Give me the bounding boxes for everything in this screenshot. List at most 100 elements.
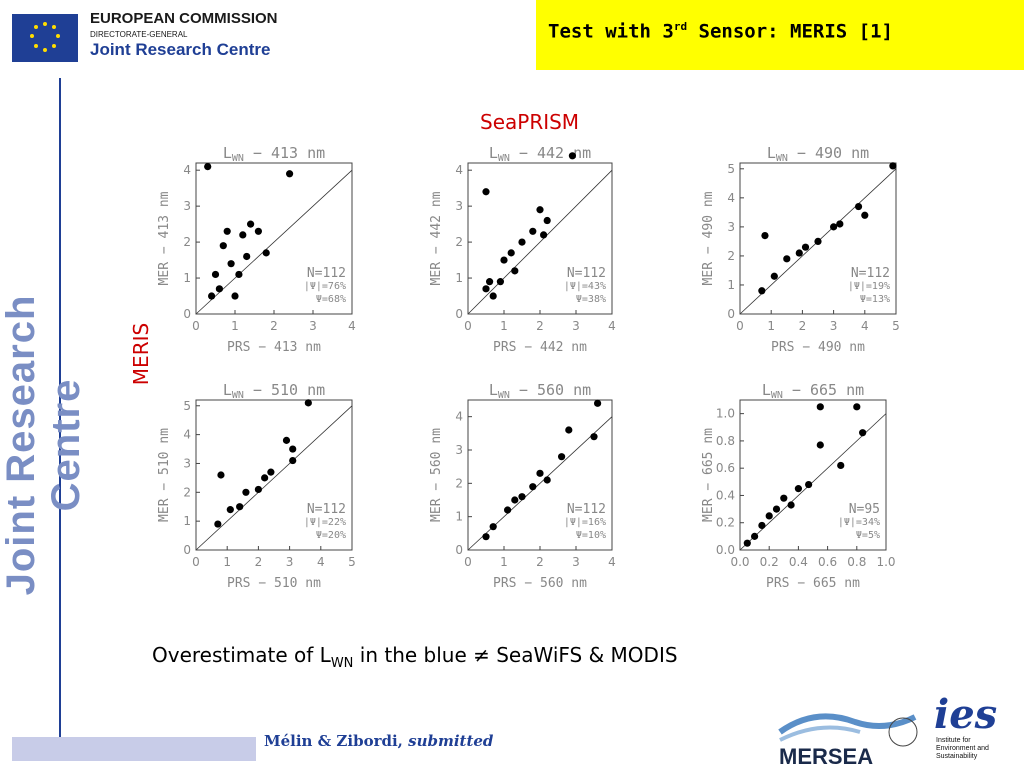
x-tick-label: 3	[572, 319, 580, 333]
stats-line: Ψ=38%	[576, 294, 606, 305]
column-label: SeaPRISM	[480, 110, 580, 134]
data-point	[765, 512, 773, 520]
ies-caption-3: Sustainability	[936, 753, 978, 760]
data-point	[758, 521, 766, 530]
plot-title: LWN − 560 nm	[489, 381, 591, 401]
data-point	[227, 260, 235, 268]
data-point	[794, 485, 803, 493]
y-tick-label: 4	[727, 191, 735, 205]
data-point	[504, 506, 512, 514]
y-tick-label: 0	[455, 307, 463, 321]
ies-caption-2: Environment and	[936, 745, 989, 752]
stats-line: Ψ=20%	[316, 530, 346, 541]
y-tick-label: 2	[455, 235, 463, 249]
y-tick-label: 4	[455, 163, 463, 177]
stats-line: |Ψ|=16%	[564, 517, 606, 528]
data-point	[780, 494, 788, 502]
data-point	[500, 256, 508, 264]
plot-frame	[195, 399, 353, 551]
y-tick-label: 2	[183, 235, 191, 249]
data-point	[482, 285, 490, 293]
plot-title: LWN − 413 nm	[223, 144, 325, 164]
data-point	[853, 403, 861, 411]
data-point	[208, 292, 216, 300]
x-tick-label: 1	[500, 555, 508, 569]
x-tick-label: 0	[192, 319, 200, 333]
data-point	[261, 474, 269, 482]
one-to-one-line	[195, 405, 353, 551]
y-tick-label: 1	[727, 278, 735, 292]
mersea-text: MERSEA	[779, 744, 873, 768]
x-tick-label: 1	[231, 319, 239, 333]
data-point	[254, 227, 262, 235]
data-point	[254, 485, 262, 494]
stats-line: Ψ=10%	[576, 530, 606, 541]
y-tick-label: 0.0	[716, 543, 735, 557]
x-axis-label: PRS − 490 nm	[771, 340, 865, 355]
x-tick-label: 0	[464, 319, 472, 333]
data-point	[751, 532, 759, 540]
data-point	[594, 399, 602, 407]
data-point	[489, 523, 497, 531]
plot-frame	[739, 162, 897, 315]
y-tick-label: 1	[183, 271, 191, 285]
x-tick-label: 2	[255, 555, 263, 569]
x-tick-label: 0	[464, 555, 472, 569]
x-tick-label: 0.4	[789, 555, 808, 569]
ies-logo: ies Institute for Environment and Sustai…	[934, 691, 997, 760]
data-point	[482, 188, 490, 196]
x-tick-label: 1.0	[876, 555, 895, 569]
data-point	[565, 426, 573, 434]
data-point	[543, 476, 551, 484]
y-axis-label: MER − 510 nm	[157, 428, 172, 522]
data-point	[854, 202, 863, 211]
y-tick-label: 1	[455, 271, 463, 285]
data-point	[482, 533, 490, 541]
data-point	[859, 429, 867, 437]
x-tick-label: 4	[608, 319, 616, 333]
stats-line: N=112	[567, 266, 606, 281]
data-point	[772, 505, 781, 513]
x-tick-label: 3	[572, 555, 580, 569]
x-tick-label: 4	[861, 319, 869, 333]
x-axis-label: PRS − 442 nm	[493, 340, 587, 355]
x-axis-label: PRS − 510 nm	[227, 576, 321, 591]
stats-line: N=112	[567, 502, 606, 517]
y-tick-label: 3	[727, 220, 735, 234]
data-point	[805, 480, 813, 489]
eu-flag-logo	[12, 14, 78, 62]
data-point	[289, 445, 297, 453]
data-point	[511, 267, 519, 275]
data-point	[814, 237, 822, 246]
stats-line: |Ψ|=22%	[304, 517, 346, 528]
y-tick-label: 2	[183, 485, 191, 499]
data-point	[223, 227, 231, 235]
y-axis-label: MER − 560 nm	[429, 428, 444, 522]
data-point	[239, 231, 247, 239]
data-point	[761, 231, 769, 240]
data-point	[286, 170, 294, 178]
x-tick-label: 2	[536, 319, 544, 333]
data-point	[568, 152, 577, 160]
y-tick-label: 5	[183, 399, 191, 413]
stats-line: |Ψ|=34%	[838, 517, 880, 528]
data-point	[837, 461, 845, 470]
y-axis-label: MER − 442 nm	[429, 191, 444, 285]
data-point	[558, 453, 566, 461]
sidebar-divider	[59, 78, 61, 760]
data-point	[836, 220, 844, 228]
stats-line: Ψ=5%	[856, 530, 880, 541]
data-point	[235, 270, 243, 279]
x-axis-label: PRS − 560 nm	[493, 576, 587, 591]
y-tick-label: 0.6	[716, 461, 735, 475]
data-point	[236, 503, 244, 511]
y-tick-label: 0	[727, 307, 735, 321]
stats-line: N=95	[849, 502, 880, 517]
stats-line: N=112	[307, 266, 346, 281]
y-tick-label: 0	[455, 543, 463, 557]
slide-title: Test with 3rd Sensor: MERIS [1]	[548, 20, 893, 43]
stats-line: |Ψ|=19%	[848, 281, 890, 292]
x-tick-label: 1	[500, 319, 508, 333]
y-tick-label: 3	[455, 443, 463, 457]
